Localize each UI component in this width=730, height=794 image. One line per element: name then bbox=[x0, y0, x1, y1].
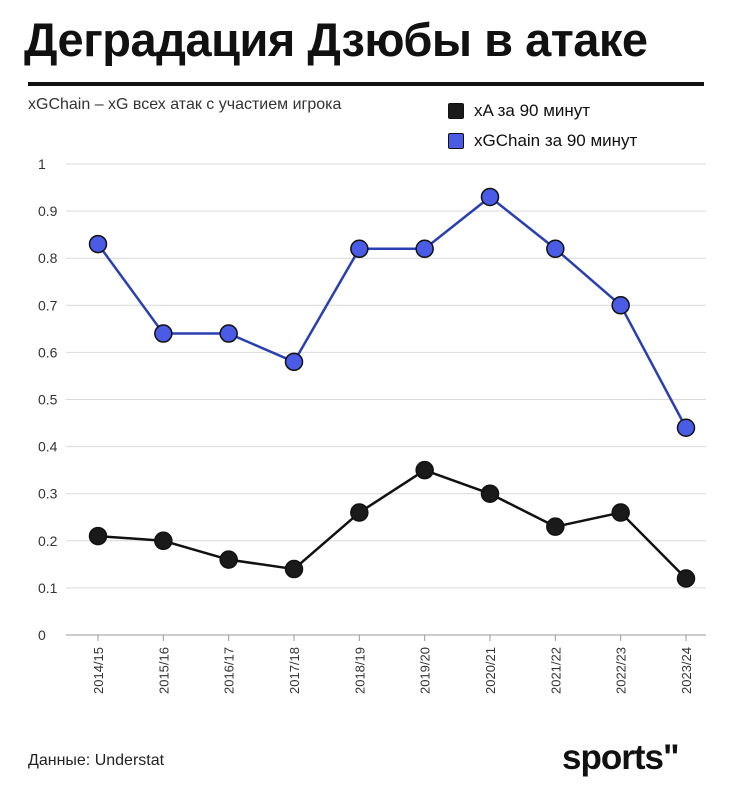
data-point-xa bbox=[350, 503, 369, 522]
x-tick-label: 2018/19 bbox=[352, 647, 367, 694]
y-tick-label: 0.4 bbox=[38, 439, 58, 455]
y-tick-label: 0.8 bbox=[38, 250, 58, 266]
data-point-xgchain bbox=[154, 324, 173, 343]
y-tick-label: 0.6 bbox=[38, 344, 58, 360]
legend-item-xgchain: xGChain за 90 минут bbox=[448, 126, 637, 156]
y-tick-label: 1 bbox=[38, 156, 46, 172]
data-point-xa bbox=[676, 569, 696, 588]
legend-item-xa: xA за 90 минут bbox=[448, 96, 637, 126]
series-layer bbox=[88, 187, 696, 588]
y-tick-label: 0.3 bbox=[38, 486, 58, 502]
x-tick-label: 2019/20 bbox=[418, 647, 433, 694]
grid-layer: 0 0.1 0.2 0.3 0.4 0.5 0.6 0.7 0.8 0.9 1 bbox=[38, 156, 706, 643]
x-tick-label: 2020/21 bbox=[483, 647, 498, 694]
y-tick-label: 0 bbox=[38, 627, 46, 643]
data-point-xgchain bbox=[219, 324, 238, 343]
series-line-xa bbox=[97, 468, 687, 580]
y-tick-label: 0.5 bbox=[38, 392, 58, 408]
data-point-xa bbox=[611, 503, 630, 522]
x-tick-label: 2023/24 bbox=[679, 647, 694, 694]
y-tick-label: 0.1 bbox=[38, 580, 58, 596]
series-line-xgchain bbox=[96, 195, 688, 429]
data-point-xgchain bbox=[546, 239, 565, 259]
data-point-xa bbox=[88, 526, 108, 546]
x-axis-labels: 2014/15 2015/16 2016/17 2017/18 2018/19 2019/… bbox=[91, 635, 694, 694]
x-tick-label: 2014/15 bbox=[91, 647, 106, 694]
x-tick-label: 2022/23 bbox=[614, 647, 629, 694]
data-point-xgchain bbox=[480, 187, 500, 207]
legend-label-xa: xA за 90 минут bbox=[474, 101, 591, 120]
data-point-xa bbox=[219, 550, 238, 569]
y-tick-label: 0.9 bbox=[38, 203, 58, 219]
data-point-xgchain bbox=[350, 239, 369, 259]
data-point-xgchain bbox=[88, 234, 108, 254]
data-point-xgchain bbox=[415, 239, 434, 259]
data-point-xa bbox=[546, 517, 565, 536]
y-tick-label: 0.2 bbox=[38, 533, 58, 549]
chart-subtitle: xGChain – xG всех атак с участием игрока bbox=[28, 96, 342, 113]
data-point-xgchain bbox=[676, 418, 696, 438]
x-tick-label: 2015/16 bbox=[156, 647, 171, 694]
legend-swatch-xa bbox=[448, 103, 464, 119]
data-point-xa bbox=[480, 484, 500, 503]
data-point-xa bbox=[284, 559, 304, 579]
data-point-xa bbox=[415, 460, 434, 480]
data-point-xa bbox=[154, 531, 173, 551]
legend-swatch-xgchain bbox=[448, 133, 464, 149]
sports-logo: sports" bbox=[562, 738, 680, 777]
data-source: Данные: Understat bbox=[28, 752, 165, 769]
legend-label-xgchain: xGChain за 90 минут bbox=[474, 131, 638, 150]
x-tick-label: 2016/17 bbox=[222, 647, 237, 694]
legend: xA за 90 минут xGChain за 90 минут bbox=[448, 96, 637, 156]
x-tick-label: 2017/18 bbox=[287, 647, 302, 694]
title-divider bbox=[28, 82, 704, 86]
data-point-xgchain bbox=[284, 352, 304, 372]
chart-title: Деградация Дзюбы в атаке bbox=[24, 13, 648, 66]
x-tick-label: 2021/22 bbox=[548, 647, 563, 694]
y-tick-label: 0.7 bbox=[38, 297, 58, 313]
data-point-xgchain bbox=[611, 296, 630, 315]
